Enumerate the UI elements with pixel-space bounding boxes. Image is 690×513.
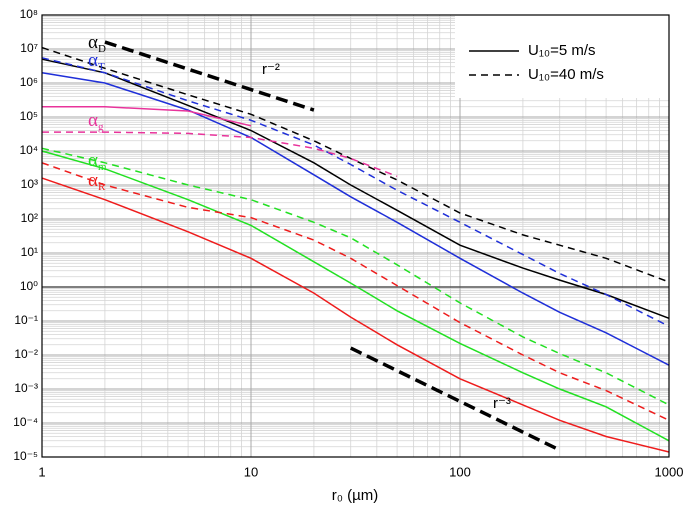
series-line — [41, 177, 670, 453]
series-annotation: αg — [88, 110, 104, 132]
legend-box — [455, 15, 669, 98]
annotation-subscript: R — [98, 181, 106, 193]
annotation-subscript: D — [98, 43, 106, 55]
legend-label: U₁₀=40 m/s — [528, 66, 604, 83]
y-tick-label: 10⁶ — [20, 75, 38, 89]
y-tick-label: 10³ — [21, 177, 38, 191]
y-tick-label: 10⁰ — [20, 279, 38, 293]
x-axis-label: r₀ (µm) — [332, 487, 379, 504]
series-annotation: αm — [88, 150, 107, 172]
y-tick-label: 10¹ — [21, 245, 38, 259]
y-tick-label: 10² — [21, 211, 38, 225]
slope-line — [104, 40, 315, 112]
y-tick-label: 10⁻¹ — [14, 313, 38, 327]
y-tick-label: 10⁷ — [20, 41, 38, 55]
annotation-subscript: m — [98, 161, 107, 173]
annotation-symbol: α — [88, 110, 98, 131]
y-tick-label: 10⁻⁵ — [13, 449, 38, 463]
series-annotation: αR — [88, 170, 106, 192]
y-tick-label: 10⁴ — [19, 143, 38, 157]
series-line — [41, 147, 670, 406]
x-tick-label: 1 — [38, 464, 45, 479]
y-tick-label: 10⁻³ — [14, 381, 38, 395]
slope-label: r⁻² — [262, 61, 280, 78]
slope-label: r⁻³ — [493, 395, 511, 412]
annotation-symbol: α — [88, 150, 98, 171]
annotation-symbol: α — [88, 32, 98, 53]
y-tick-label: 10⁵ — [20, 109, 38, 123]
annotation-subscript: T — [98, 61, 105, 73]
y-tick-label: 10⁻² — [14, 347, 38, 361]
x-tick-label: 100 — [449, 464, 471, 479]
annotation-subscript: g — [98, 121, 104, 133]
series-line — [42, 106, 252, 127]
legend-label: U₁₀=5 m/s — [528, 42, 596, 59]
x-tick-label: 10 — [244, 464, 258, 479]
series-line — [41, 72, 670, 366]
series-line — [41, 150, 670, 442]
y-tick-label: 10⁸ — [20, 7, 38, 21]
series-line — [42, 131, 398, 178]
plot-frame — [41, 14, 670, 458]
series-annotation: αT — [88, 50, 105, 72]
x-tick-label: 1000 — [655, 464, 684, 479]
y-tick-label: 10⁻⁴ — [13, 415, 38, 429]
slope-line — [349, 346, 561, 452]
annotation-symbol: α — [88, 170, 98, 191]
series-line — [41, 162, 670, 421]
series-line — [41, 46, 670, 283]
series-annotation: αD — [88, 32, 106, 54]
series-line — [41, 57, 670, 327]
series-line — [41, 58, 670, 320]
annotation-symbol: α — [88, 50, 98, 71]
